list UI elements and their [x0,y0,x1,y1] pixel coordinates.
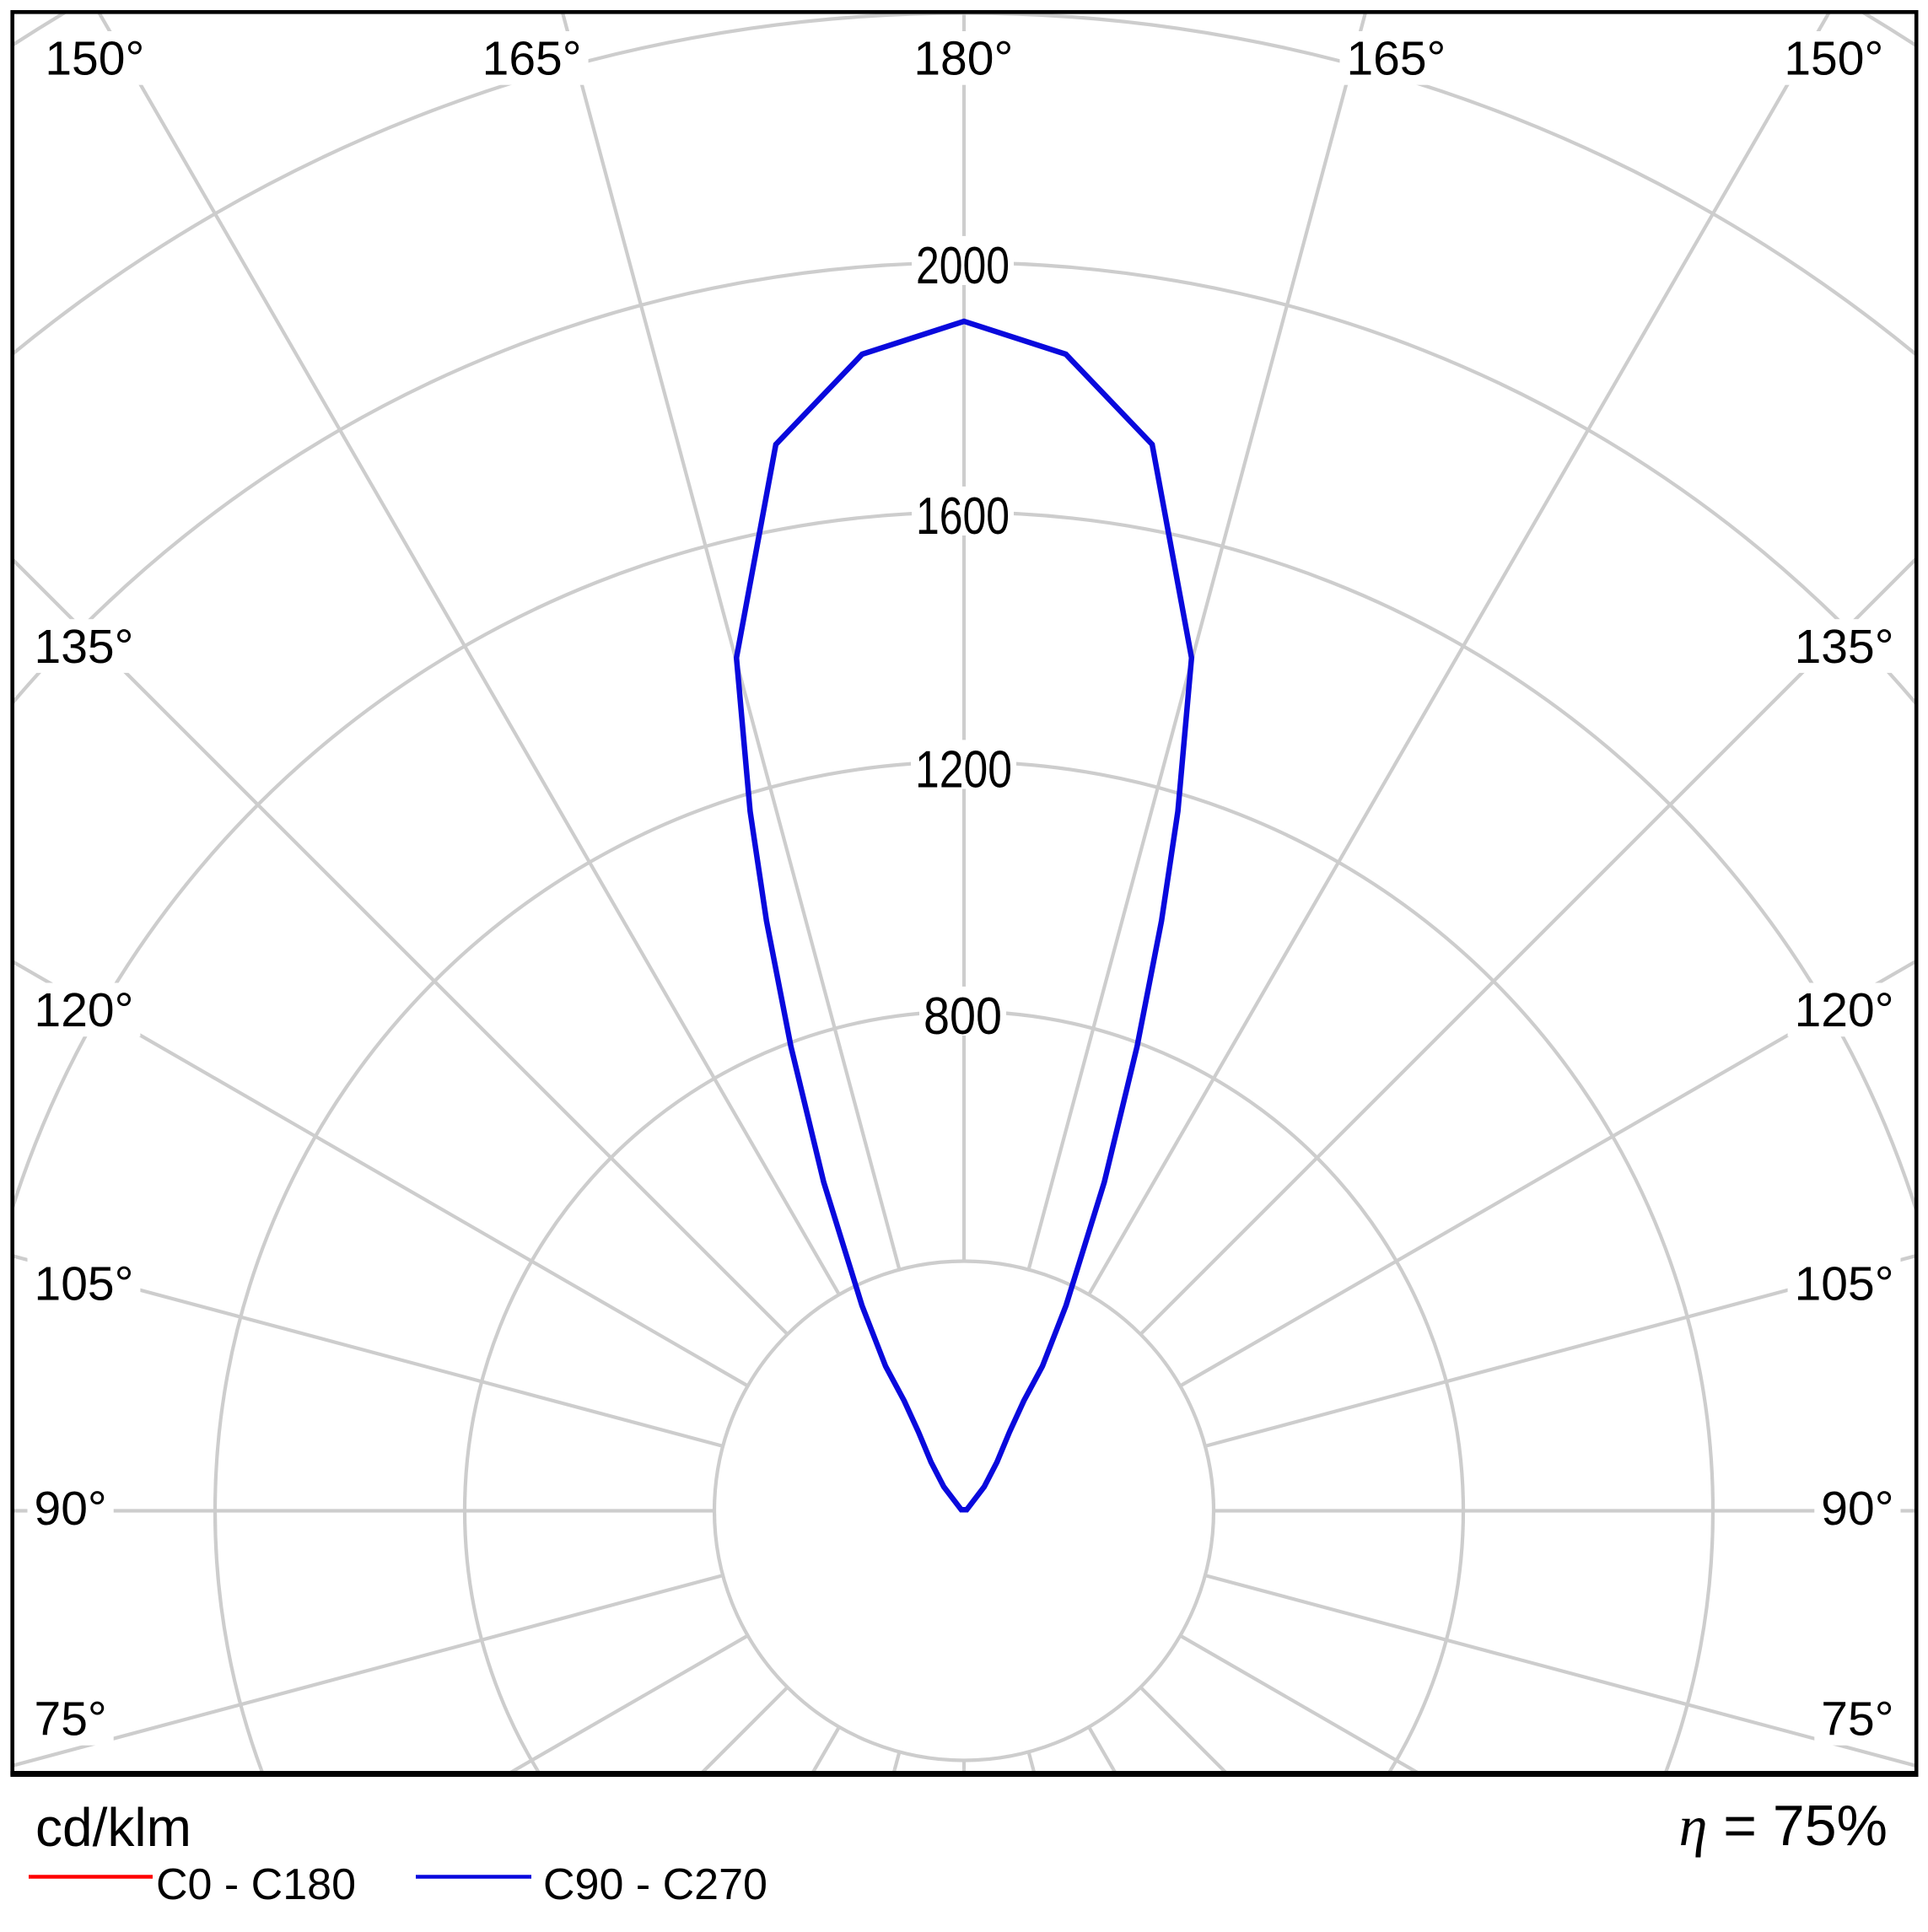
svg-text:165°: 165° [482,32,582,86]
svg-text:105°: 105° [35,1257,134,1311]
svg-text:1600: 1600 [916,487,1010,546]
svg-text:105°: 105° [1795,1257,1894,1311]
svg-text:1200: 1200 [915,741,1012,799]
svg-text:90°: 90° [35,1482,107,1536]
svg-text:150°: 150° [1784,32,1883,86]
svg-text:120°: 120° [1795,983,1894,1037]
svg-text:η = 75%: η = 75% [1679,1794,1888,1858]
svg-text:75°: 75° [1821,1693,1893,1746]
svg-text:C90 - C270: C90 - C270 [543,1860,767,1909]
svg-text:180°: 180° [913,32,1013,86]
svg-text:150°: 150° [45,32,144,86]
svg-text:120°: 120° [35,983,134,1037]
svg-text:2000: 2000 [916,237,1010,295]
svg-text:C0 - C180: C0 - C180 [156,1860,356,1909]
svg-text:800: 800 [924,988,1002,1046]
svg-text:cd/klm: cd/klm [35,1797,191,1858]
svg-text:165°: 165° [1346,32,1446,86]
svg-text:75°: 75° [35,1693,107,1746]
svg-text:135°: 135° [1795,620,1894,674]
svg-text:135°: 135° [35,620,134,674]
svg-text:90°: 90° [1821,1482,1893,1536]
